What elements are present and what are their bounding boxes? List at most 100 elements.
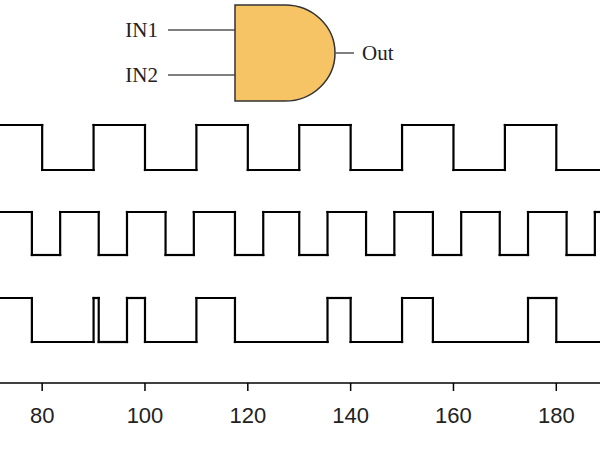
level-segment — [196, 124, 247, 126]
edge — [195, 298, 197, 342]
level-segment — [351, 169, 402, 171]
diagram: 80100120140160180IN1IN2Out — [0, 0, 600, 450]
edge — [126, 212, 128, 255]
level-segment — [99, 341, 127, 343]
edge — [92, 125, 94, 170]
x-tick — [247, 383, 249, 391]
edge — [401, 125, 403, 170]
x-tick-label: 180 — [538, 403, 575, 428]
gate-body — [235, 5, 335, 101]
and-gate: IN1IN2Out — [125, 5, 393, 101]
edge — [594, 212, 596, 255]
x-tick — [453, 383, 455, 391]
edge — [326, 298, 328, 342]
x-tick-label: 120 — [229, 403, 266, 428]
edge — [234, 298, 236, 342]
level-segment — [235, 341, 328, 343]
level-segment — [99, 254, 127, 256]
x-tick-label: 160 — [435, 403, 472, 428]
waveforms — [0, 125, 600, 342]
gate-input-label: IN1 — [125, 18, 158, 42]
level-segment — [32, 341, 94, 343]
x-tick-label: 140 — [332, 403, 369, 428]
level-segment — [0, 297, 32, 299]
level-segment — [328, 211, 367, 213]
level-segment — [528, 211, 567, 213]
edge — [144, 298, 146, 342]
x-tick-label: 80 — [30, 403, 54, 428]
level-segment — [145, 169, 196, 171]
level-segment — [0, 124, 42, 126]
level-segment — [299, 124, 350, 126]
waveform — [0, 212, 600, 255]
level-segment — [263, 211, 299, 213]
level-segment — [394, 211, 433, 213]
edge — [298, 125, 300, 170]
edge — [365, 212, 367, 255]
level-segment — [60, 211, 99, 213]
level-segment — [505, 124, 556, 126]
x-tick — [41, 383, 43, 391]
edge — [144, 125, 146, 170]
level-segment — [0, 211, 32, 213]
edge — [460, 212, 462, 255]
edge — [98, 298, 100, 342]
edge — [298, 212, 300, 255]
gate-input-wire — [168, 74, 236, 76]
x-tick — [350, 383, 352, 391]
edge — [393, 212, 395, 255]
edge — [31, 298, 33, 342]
edge — [452, 125, 454, 170]
level-segment — [328, 297, 351, 299]
gate-output-wire — [335, 52, 354, 54]
level-segment — [528, 297, 556, 299]
edge — [234, 212, 236, 255]
edge — [195, 125, 197, 170]
level-segment — [32, 254, 60, 256]
x-tick-label: 100 — [127, 403, 164, 428]
level-segment — [556, 341, 600, 343]
edge — [499, 212, 501, 255]
level-segment — [299, 254, 327, 256]
edge — [432, 212, 434, 255]
edge — [555, 298, 557, 342]
edge — [504, 125, 506, 170]
level-segment — [166, 254, 194, 256]
edge — [527, 212, 529, 255]
edge — [59, 212, 61, 255]
level-segment — [235, 254, 263, 256]
edge — [432, 298, 434, 342]
edge — [164, 212, 166, 255]
edge — [126, 298, 128, 342]
level-segment — [42, 169, 93, 171]
level-segment — [500, 254, 528, 256]
level-segment — [94, 124, 145, 126]
level-segment — [433, 254, 461, 256]
edge — [247, 125, 249, 170]
waveform — [0, 298, 600, 342]
level-segment — [351, 341, 402, 343]
level-segment — [556, 169, 600, 171]
gate-input-label: IN2 — [125, 63, 158, 87]
level-segment — [461, 211, 500, 213]
level-segment — [127, 297, 145, 299]
level-segment — [402, 124, 453, 126]
gate-input-wire — [168, 29, 236, 31]
edge — [401, 298, 403, 342]
level-segment — [127, 211, 166, 213]
x-axis — [0, 382, 600, 384]
level-segment — [196, 297, 235, 299]
edge — [41, 125, 43, 170]
edge — [527, 298, 529, 342]
level-segment — [194, 211, 235, 213]
level-segment — [248, 169, 299, 171]
level-segment — [145, 341, 196, 343]
level-segment — [433, 341, 528, 343]
edge — [193, 212, 195, 255]
waveform — [0, 125, 600, 170]
edge — [555, 125, 557, 170]
edge — [350, 298, 352, 342]
level-segment — [453, 169, 504, 171]
edge — [92, 298, 94, 342]
x-tick — [144, 383, 146, 391]
